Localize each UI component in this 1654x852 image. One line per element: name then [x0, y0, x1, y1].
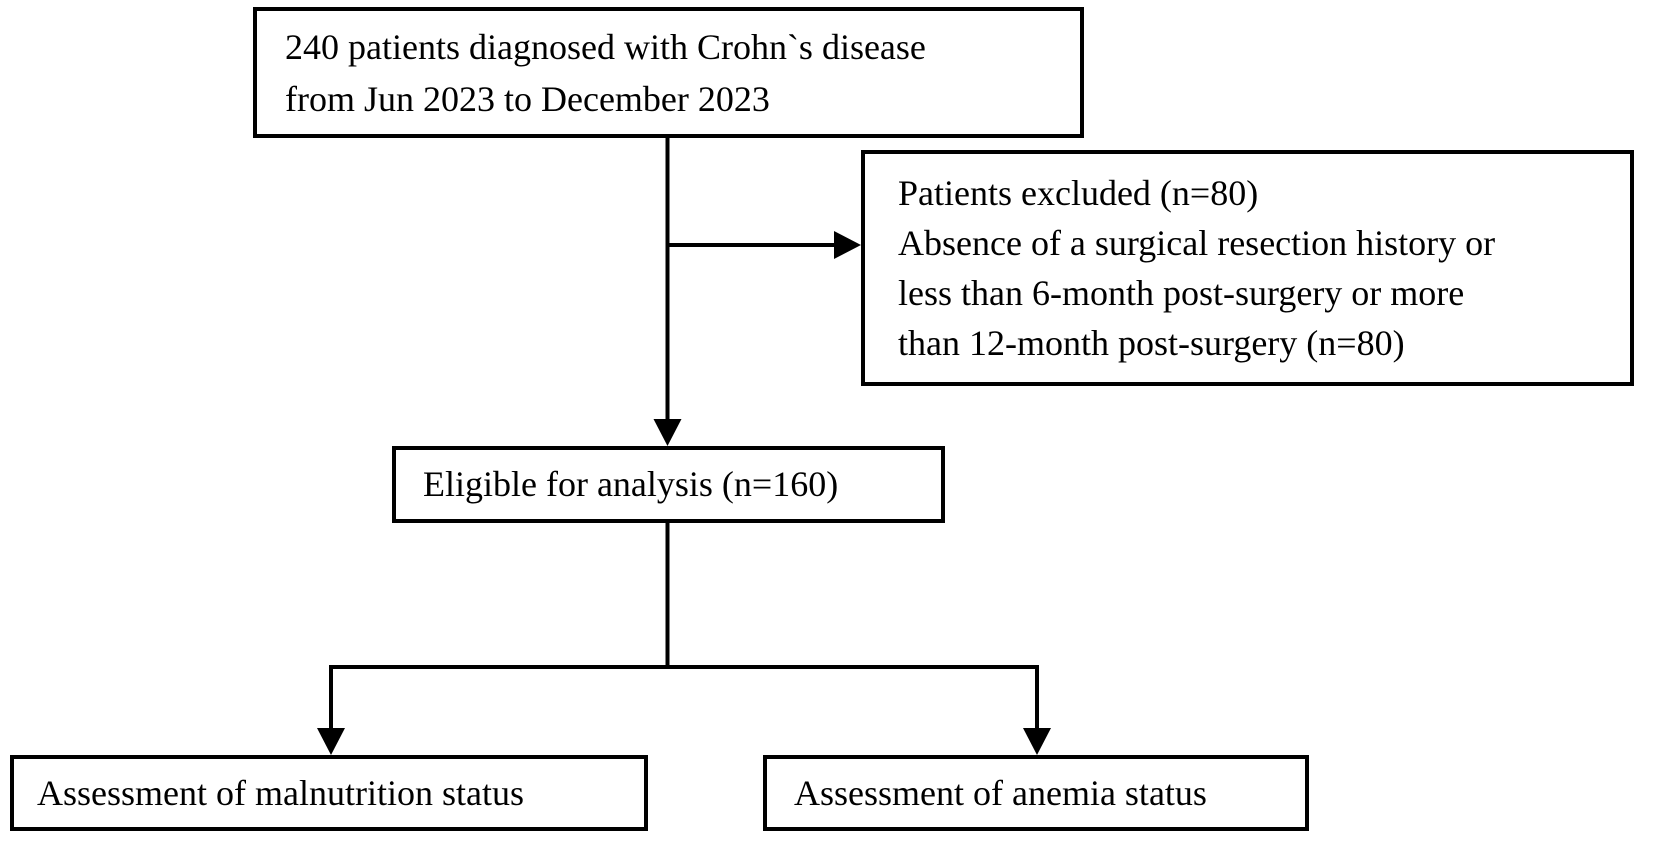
node-malnutrition-label: Assessment of malnutrition status — [37, 772, 524, 813]
node-excluded-line-3: less than 6-month post-surgery or more — [898, 273, 1465, 313]
node-eligible-label: Eligible for analysis (n=160) — [423, 464, 839, 504]
node-excluded-line-2: Absence of a surgical resection history … — [898, 223, 1496, 263]
node-excluded-line-4: than 12-month post-surgery (n=80) — [898, 323, 1405, 363]
node-excluded: Patients excluded (n=80) Absence of a su… — [861, 150, 1634, 386]
node-enrollment: 240 patients diagnosed with Crohn`s dise… — [253, 7, 1084, 138]
node-excluded-line-1: Patients excluded (n=80) — [898, 173, 1259, 213]
node-anemia: Assessment of anemia status — [763, 755, 1309, 831]
node-enrollment-line-1: 240 patients diagnosed with Crohn`s dise… — [285, 26, 926, 67]
node-eligible: Eligible for analysis (n=160) — [392, 446, 945, 523]
arrowhead-down-eligible-icon — [653, 419, 682, 446]
node-malnutrition: Assessment of malnutrition status — [10, 755, 648, 831]
arrowhead-right-excluded-icon — [834, 231, 861, 259]
arrowhead-down-malnutrition-icon — [317, 728, 345, 755]
node-anemia-label: Assessment of anemia status — [794, 772, 1207, 813]
arrowhead-down-anemia-icon — [1023, 728, 1051, 755]
node-enrollment-line-2: from Jun 2023 to December 2023 — [285, 78, 770, 119]
